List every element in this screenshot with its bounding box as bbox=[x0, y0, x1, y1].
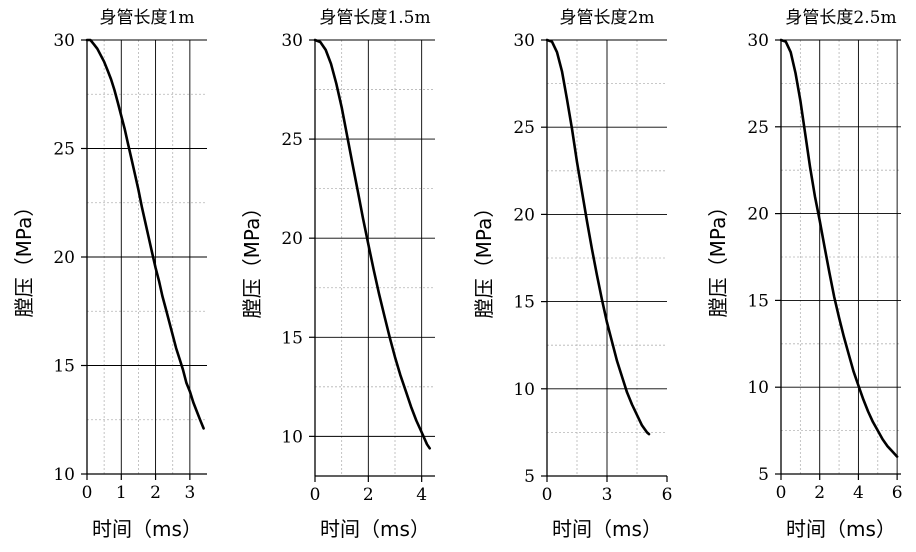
series-line-1 bbox=[779, 38, 899, 458]
x-tick-label: 6 bbox=[892, 483, 903, 503]
y-tick-label: 30 bbox=[53, 31, 75, 51]
y-tick-label: 30 bbox=[747, 31, 769, 51]
y-axis-label: 膛压（MPa） bbox=[12, 197, 36, 318]
y-tick-label: 25 bbox=[281, 130, 303, 150]
series-line-1 bbox=[545, 38, 651, 436]
y-axis-label: 膛压（MPa） bbox=[240, 198, 264, 319]
x-axis-label: 时间（ms） bbox=[552, 517, 662, 541]
x-tick-label: 2 bbox=[363, 485, 374, 505]
y-axis-label: 膛压（MPa） bbox=[472, 198, 496, 319]
y-tick-label: 15 bbox=[53, 357, 75, 377]
y-tick-label: 20 bbox=[513, 205, 535, 225]
y-tick-label: 15 bbox=[513, 293, 535, 313]
y-axis-label: 膛压（MPa） bbox=[706, 197, 730, 318]
x-tick-label: 0 bbox=[82, 483, 93, 503]
chart-panel-2: 0 2 4 10 15 20 25 30 身管长度1.5m 时间（ms） 膛压（MPa） bbox=[240, 8, 435, 541]
series-line-1 bbox=[85, 38, 205, 430]
chart-title: 身管长度2.5m bbox=[785, 8, 896, 28]
x-tick-label: 4 bbox=[416, 485, 427, 505]
x-tick-label: 2 bbox=[150, 483, 161, 503]
x-axis-label: 时间（ms） bbox=[786, 517, 896, 541]
x-tick-label: 6 bbox=[662, 485, 673, 505]
y-tick-label: 20 bbox=[53, 248, 75, 268]
chart-title: 身管长度1m bbox=[100, 8, 195, 28]
y-tick-label: 10 bbox=[513, 380, 535, 400]
series-line-1 bbox=[313, 38, 432, 450]
x-axis-label: 时间（ms） bbox=[92, 517, 202, 541]
chart-title: 身管长度2m bbox=[560, 8, 655, 28]
y-tick-label: 10 bbox=[53, 465, 75, 485]
y-tick-label: 20 bbox=[747, 205, 769, 225]
y-tick-label: 5 bbox=[758, 465, 769, 485]
x-tick-label: 1 bbox=[116, 483, 127, 503]
y-tick-label: 30 bbox=[281, 31, 303, 51]
chart-title: 身管长度1.5m bbox=[319, 8, 430, 28]
chart-panel-4: 0 2 4 6 5 10 15 20 25 30 身管长度2.5m 时间（ms） 膛压（MPa） bbox=[706, 8, 903, 541]
x-tick-label: 4 bbox=[853, 483, 864, 503]
y-tick-label: 15 bbox=[747, 291, 769, 311]
y-tick-label: 20 bbox=[281, 229, 303, 249]
x-tick-label: 3 bbox=[602, 485, 613, 505]
chart-panel-1: 0 1 2 3 10 15 20 25 30 身管长度1m 时间（ms） 膛压（MPa） bbox=[12, 8, 207, 541]
x-tick-label: 3 bbox=[184, 483, 195, 503]
x-axis-label: 时间（ms） bbox=[320, 517, 430, 541]
chart-panel-3: 0 3 6 5 10 15 20 25 30 身管长度2m 时间（ms） 膛压（MPa） bbox=[472, 8, 672, 541]
x-tick-label: 2 bbox=[814, 483, 825, 503]
x-tick-label: 0 bbox=[776, 483, 787, 503]
y-tick-label: 10 bbox=[281, 427, 303, 447]
y-tick-label: 25 bbox=[747, 118, 769, 138]
y-tick-label: 30 bbox=[513, 31, 535, 51]
x-tick-label: 0 bbox=[542, 485, 553, 505]
y-tick-label: 5 bbox=[524, 467, 535, 487]
y-tick-label: 25 bbox=[513, 118, 535, 138]
x-tick-label: 0 bbox=[310, 485, 321, 505]
y-tick-label: 25 bbox=[53, 140, 75, 160]
y-tick-label: 15 bbox=[281, 328, 303, 348]
y-tick-label: 10 bbox=[747, 378, 769, 398]
